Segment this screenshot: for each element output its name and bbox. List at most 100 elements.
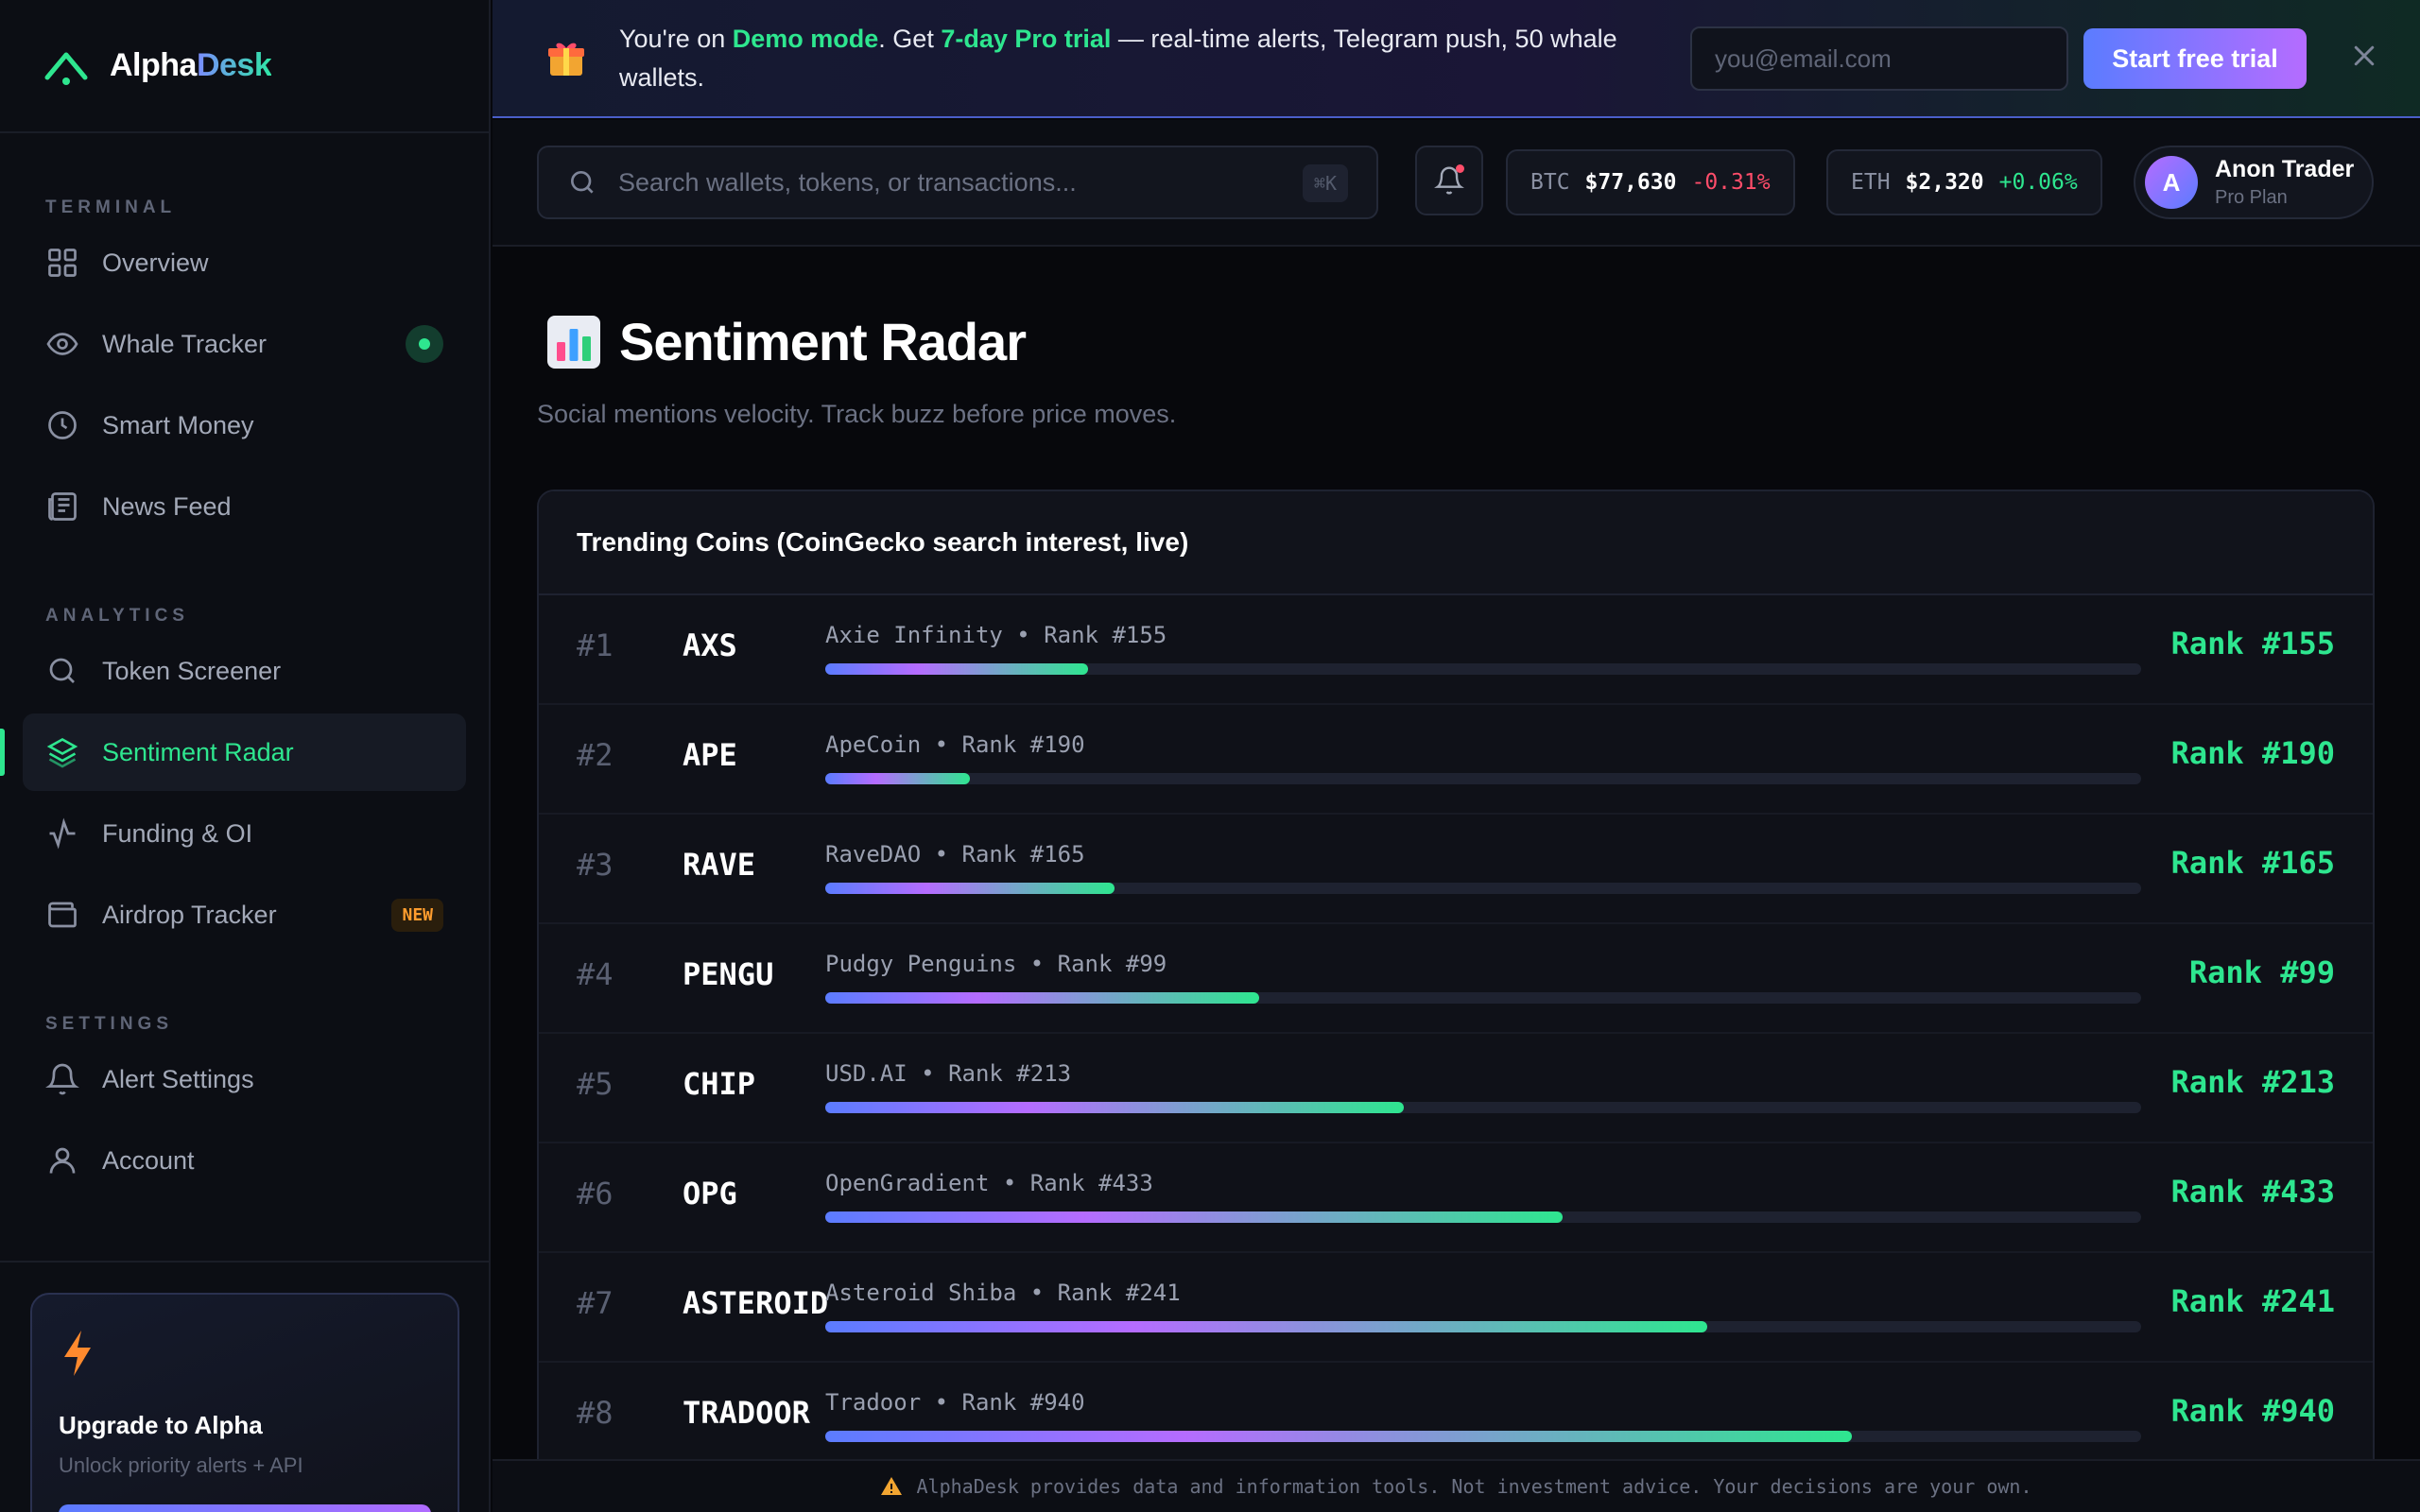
row-market-rank: Rank #99: [2188, 954, 2335, 990]
nav-section-analytics: ANALYTICS Token Screener Sentiment Radar…: [0, 545, 489, 954]
upgrade-title: Upgrade to Alpha: [59, 1411, 263, 1439]
demo-mode-highlight: Demo mode: [732, 24, 879, 53]
newspaper-icon: [48, 492, 77, 521]
interest-bar-track: [825, 773, 2141, 784]
user-menu[interactable]: A Anon Trader Pro Plan: [2134, 146, 2374, 219]
sidebar-item-funding-oi[interactable]: Funding & OI: [23, 795, 466, 872]
sidebar-item-smart-money[interactable]: Smart Money: [23, 387, 466, 464]
table-row[interactable]: #7 ASTEROID Asteroid Shiba • Rank #241 Rank…: [539, 1253, 2373, 1363]
main-content: Sentiment Radar Social mentions velocity…: [493, 249, 2420, 1459]
row-description: Pudgy Penguins • Rank #99: [825, 951, 1167, 977]
trial-highlight: 7-day Pro trial: [941, 24, 1112, 53]
interest-bar-track: [825, 992, 2141, 1004]
clock-icon: [48, 411, 77, 439]
bar-chart-icon: [547, 315, 600, 369]
table-row[interactable]: #4 PENGU Pudgy Penguins • Rank #99 Rank #99: [539, 924, 2373, 1034]
sidebar-item-label: News Feed: [102, 491, 232, 521]
card-header: Trending Coins (CoinGecko search interes…: [539, 491, 2373, 595]
row-market-rank: Rank #241: [2170, 1283, 2335, 1319]
nav-section-terminal: TERMINAL Overview Whale Tracker Smart Mo…: [0, 133, 489, 545]
sidebar-item-label: Account: [102, 1145, 195, 1175]
row-symbol: APE: [683, 737, 737, 773]
ticker-price: $77,630: [1584, 170, 1677, 195]
ticker-eth[interactable]: ETH $2,320 +0.06%: [1826, 149, 2102, 215]
user-plan: Pro Plan: [2215, 187, 2288, 208]
row-symbol: TRADOOR: [683, 1395, 810, 1431]
close-icon[interactable]: [2350, 42, 2378, 70]
page-title: Sentiment Radar: [545, 311, 1027, 372]
user-name: Anon Trader: [2215, 156, 2355, 182]
sidebar-item-sentiment-radar[interactable]: Sentiment Radar: [0, 713, 466, 791]
ticker-btc[interactable]: BTC $77,630 -0.31%: [1506, 149, 1795, 215]
bolt-icon: [64, 1331, 91, 1376]
search-icon: [49, 658, 75, 683]
promo-text: You're on Demo mode. Get 7-day Pro trial…: [619, 24, 1617, 92]
notifications-button[interactable]: [1415, 146, 1483, 215]
row-description: USD.AI • Rank #213: [825, 1060, 1072, 1087]
nav-heading: SETTINGS: [45, 1014, 174, 1034]
sidebar-item-whale-tracker[interactable]: Whale Tracker: [23, 305, 466, 383]
warning-icon: [881, 1477, 903, 1495]
nav-heading: TERMINAL: [45, 198, 177, 217]
sidebar-item-label: Alert Settings: [102, 1064, 254, 1093]
sidebar-item-label: Sentiment Radar: [102, 737, 294, 766]
email-field[interactable]: [1690, 26, 2068, 91]
interest-bar-track: [825, 1211, 2141, 1223]
table-row[interactable]: #3 RAVE RaveDAO • Rank #165 Rank #165: [539, 815, 2373, 924]
live-indicator: [406, 325, 443, 363]
sidebar-item-account[interactable]: Account: [23, 1122, 466, 1199]
sidebar-item-label: Smart Money: [102, 410, 254, 439]
bell-icon: [45, 1063, 79, 1095]
interest-bar-track: [825, 1431, 2141, 1442]
table-row[interactable]: #2 APE ApeCoin • Rank #190 Rank #190: [539, 705, 2373, 815]
trending-coins-card: Trending Coins (CoinGecko search interes…: [537, 490, 2375, 1459]
upgrade-button[interactable]: [59, 1504, 431, 1512]
interest-bar-track: [825, 883, 2141, 894]
row-rank: #1: [577, 627, 614, 663]
sidebar-item-token-screener[interactable]: Token Screener: [23, 632, 466, 710]
interest-bar-fill: [825, 992, 1260, 1004]
table-row[interactable]: #1 AXS Axie Infinity • Rank #155 Rank #155: [539, 595, 2373, 705]
row-description: OpenGradient • Rank #433: [825, 1170, 1153, 1196]
trending-list: #1 AXS Axie Infinity • Rank #155 Rank #155 #…: [539, 595, 2373, 1459]
row-rank: #5: [577, 1066, 614, 1102]
sidebar-item-label: Whale Tracker: [102, 329, 268, 358]
row-rank: #4: [577, 956, 614, 992]
card-title: Trending Coins (CoinGecko search interes…: [577, 527, 1189, 557]
interest-bar-track: [825, 1321, 2141, 1332]
sidebar-item-news-feed[interactable]: News Feed: [23, 468, 466, 545]
page-subtitle: Social mentions velocity. Track buzz bef…: [537, 400, 1177, 428]
row-market-rank: Rank #940: [2170, 1393, 2335, 1429]
ticker-change: +0.06%: [1998, 170, 2078, 195]
row-description: Asteroid Shiba • Rank #241: [825, 1280, 1181, 1306]
wallet-icon: [48, 902, 77, 928]
search-placeholder: Search wallets, tokens, or transactions.…: [618, 167, 1077, 197]
upgrade-card[interactable]: Upgrade to Alpha Unlock priority alerts …: [30, 1293, 459, 1512]
row-symbol: RAVE: [683, 847, 756, 883]
sidebar-item-label: Funding & OI: [102, 818, 253, 848]
brand[interactable]: AlphaDesk: [0, 0, 489, 133]
upgrade-subtitle: Unlock priority alerts + API: [59, 1453, 303, 1477]
row-market-rank: Rank #165: [2170, 845, 2335, 881]
start-trial-button[interactable]: Start free trial: [2083, 28, 2307, 89]
activity-icon: [49, 817, 76, 850]
disclaimer-text: AlphaDesk provides data and information …: [916, 1475, 2032, 1498]
interest-bar-fill: [825, 1321, 1707, 1332]
interest-bar-track: [825, 1102, 2141, 1113]
search-shortcut: ⌘K: [1302, 164, 1348, 202]
sidebar-item-airdrop-tracker[interactable]: Airdrop Tracker NEW: [23, 876, 466, 954]
interest-bar-fill: [825, 773, 971, 784]
avatar: A: [2145, 156, 2198, 209]
logo-icon: [44, 52, 88, 85]
sidebar-item-alert-settings[interactable]: Alert Settings: [23, 1040, 466, 1118]
sidebar-item-overview[interactable]: Overview: [23, 224, 466, 301]
table-row[interactable]: #6 OPG OpenGradient • Rank #433 Rank #433: [539, 1143, 2373, 1253]
row-market-rank: Rank #213: [2170, 1064, 2335, 1100]
ticker-symbol: ETH: [1851, 170, 1891, 195]
search-input[interactable]: Search wallets, tokens, or transactions.…: [537, 146, 1378, 219]
table-row[interactable]: #8 TRADOOR Tradoor • Rank #940 Rank #940: [539, 1363, 2373, 1459]
bell-icon: [1434, 166, 1464, 195]
table-row[interactable]: #5 CHIP USD.AI • Rank #213 Rank #213: [539, 1034, 2373, 1143]
header: Search wallets, tokens, or transactions.…: [493, 120, 2420, 247]
row-rank: #6: [577, 1176, 614, 1211]
